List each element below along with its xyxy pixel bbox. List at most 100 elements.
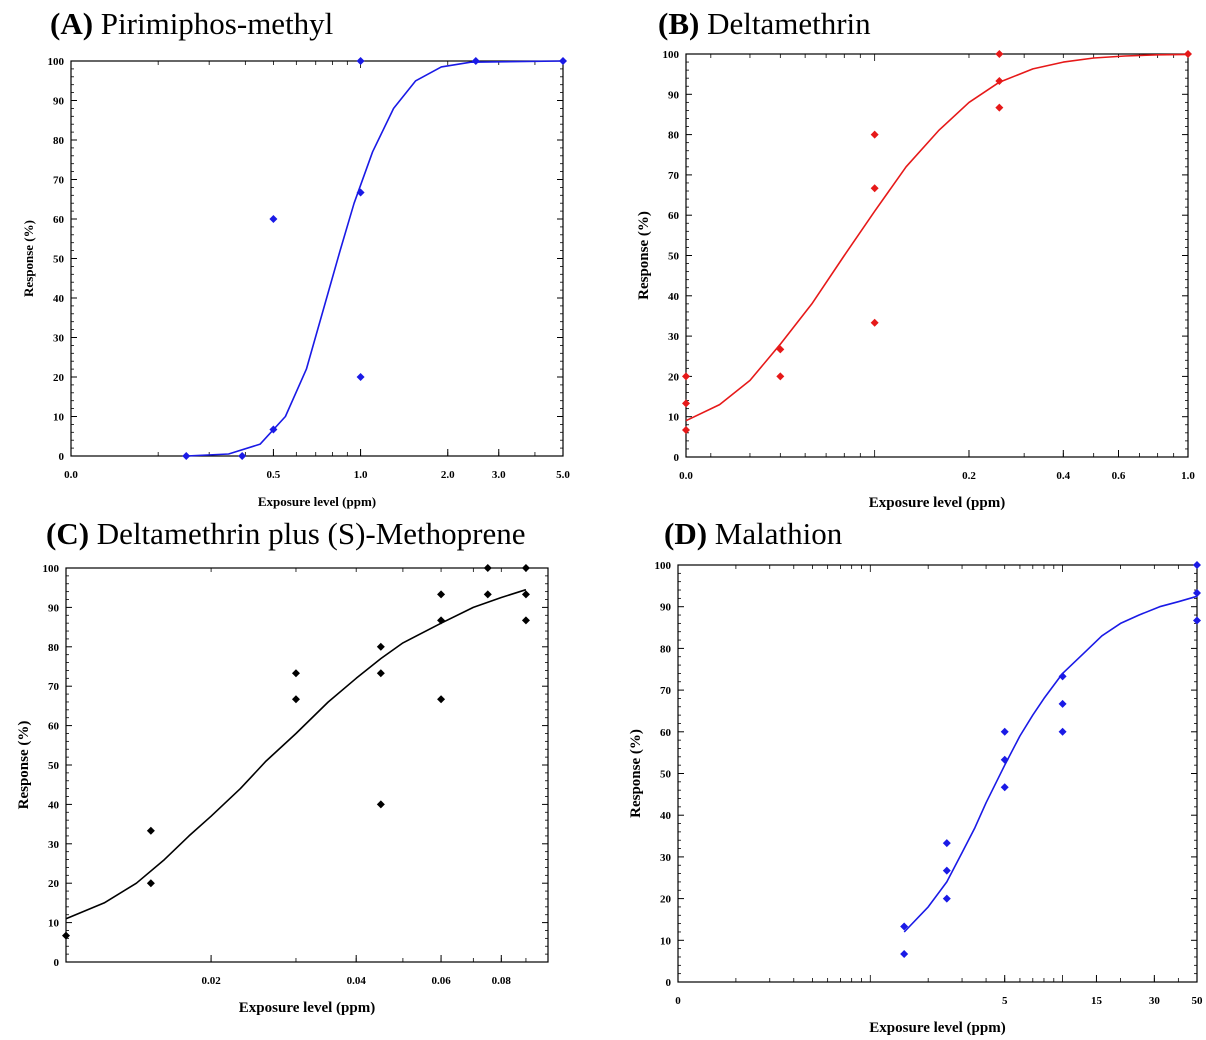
y-tick-label: 10 (53, 412, 65, 424)
y-tick-label: 100 (43, 563, 60, 575)
x-tick-label: 0.08 (492, 975, 512, 987)
y-tick-label: 50 (48, 760, 60, 772)
y-tick-label: 100 (663, 49, 680, 61)
y-tick-label: 0 (674, 452, 680, 464)
data-point (437, 695, 446, 704)
y-tick-label: 0 (59, 451, 65, 463)
y-tick-label: 20 (53, 372, 65, 384)
data-point (942, 894, 951, 903)
data-point (238, 452, 247, 460)
y-tick-label: 0 (54, 957, 60, 969)
data-point (1000, 755, 1009, 764)
plot-a: 0 10 20 30 40 50 60 70 80 90 100 0.0 0.5 1.0 2.0 3.0 5.0… (21, 56, 570, 509)
x-tick-label: 0.4 (1056, 470, 1070, 482)
data-point (376, 642, 385, 651)
panel-d-title: (D) Malathion (664, 516, 843, 551)
y-tick-label: 10 (668, 412, 680, 424)
data-point (995, 50, 1004, 58)
plot-b-frame (685, 53, 1189, 458)
data-point (1193, 588, 1201, 597)
x-tick-label: 0.6 (1112, 470, 1126, 482)
data-point (471, 57, 480, 65)
data-point (900, 922, 909, 931)
panel-a-title: (A) Pirimiphos-methyl (50, 6, 334, 41)
y-tick-label: 80 (53, 135, 65, 147)
x-tick-label: 30 (1149, 995, 1161, 1007)
y-tick-label: 90 (660, 602, 672, 614)
data-point (356, 188, 365, 197)
data-point (559, 57, 567, 65)
x-tick-label: 5 (1002, 995, 1008, 1007)
data-point (483, 590, 492, 599)
data-point (995, 103, 1004, 112)
y-tick-label: 90 (668, 89, 680, 101)
data-point (1000, 727, 1009, 736)
data-point (1184, 50, 1192, 58)
data-point (1193, 561, 1201, 569)
y-tick-label: 20 (660, 894, 672, 906)
y-tick-label: 60 (668, 210, 680, 222)
data-point (356, 57, 365, 65)
y-tick-label: 80 (668, 130, 680, 142)
y-tick-label: 40 (48, 799, 60, 811)
data-point (356, 373, 365, 381)
y-tick-label: 70 (668, 170, 680, 182)
data-point (1058, 699, 1067, 708)
data-point (291, 669, 300, 678)
x-tick-label: 0.04 (347, 975, 367, 987)
data-point (776, 345, 785, 354)
data-point (682, 372, 690, 381)
x-tick-label: 5.0 (556, 469, 570, 481)
x-tick-label: 3.0 (492, 469, 506, 481)
y-tick-label: 30 (53, 333, 65, 345)
x-axis-label: Exposure level (ppm) (869, 495, 1005, 511)
data-point (182, 452, 191, 460)
y-tick-label: 60 (53, 214, 65, 226)
y-tick-label: 0 (666, 977, 672, 989)
y-tick-label: 100 (48, 56, 65, 68)
y-tick-label: 50 (53, 254, 65, 266)
data-point (1058, 727, 1067, 736)
data-point (146, 826, 155, 835)
y-tick-label: 30 (48, 839, 60, 851)
data-point (437, 590, 446, 599)
y-tick-label: 40 (660, 810, 672, 822)
x-tick-label: 0.0 (64, 469, 78, 481)
data-point (62, 931, 70, 940)
y-tick-label: 70 (48, 681, 60, 693)
y-tick-label: 70 (660, 685, 672, 697)
data-point (682, 425, 690, 434)
data-point (870, 184, 879, 193)
panel-c-title: (C) Deltamethrin plus (S)-Methoprene (46, 516, 526, 551)
data-point (870, 318, 879, 327)
data-point (376, 800, 385, 809)
data-point (269, 425, 278, 434)
y-axis-label: Response (%) (21, 220, 36, 297)
x-tick-label: 2.0 (441, 469, 455, 481)
y-tick-label: 80 (48, 642, 60, 654)
x-axis-label: Exposure level (ppm) (239, 1000, 375, 1016)
x-axis-label: Exposure level (ppm) (258, 494, 376, 509)
y-axis-label: Response (%) (16, 721, 32, 810)
y-tick-label: 90 (48, 602, 60, 614)
data-point (942, 839, 951, 848)
x-tick-label: 0.0 (679, 470, 693, 482)
data-point (682, 399, 690, 408)
data-point (146, 879, 155, 888)
fit-curve (65, 588, 527, 920)
y-tick-label: 30 (660, 852, 672, 864)
data-point (1193, 616, 1201, 625)
y-tick-label: 60 (48, 721, 60, 733)
y-tick-label: 60 (660, 727, 672, 739)
x-tick-label: 50 (1192, 995, 1204, 1007)
y-tick-label: 90 (53, 96, 65, 108)
y-tick-label: 100 (655, 560, 672, 572)
y-axis-label: Response (%) (628, 729, 644, 818)
x-tick-label: 0 (675, 995, 681, 1007)
y-tick-label: 40 (668, 291, 680, 303)
y-tick-label: 70 (53, 175, 65, 187)
y-tick-label: 10 (48, 918, 60, 930)
y-tick-label: 50 (668, 251, 680, 263)
data-point (870, 130, 879, 139)
